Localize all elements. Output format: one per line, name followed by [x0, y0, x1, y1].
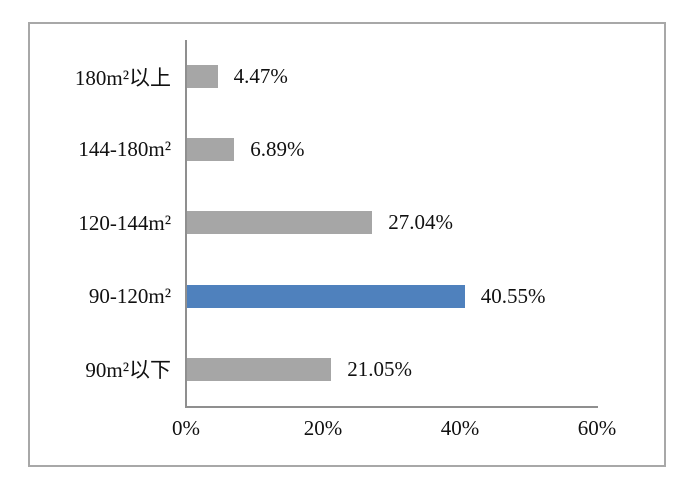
x-tick-label: 60% [577, 416, 617, 440]
bar-row: 40.55% [187, 260, 598, 333]
x-tick-label: 40% [440, 416, 480, 440]
value-label: 21.05% [347, 356, 412, 381]
bar-180m²以上 [187, 65, 218, 89]
x-tick-label: 20% [303, 416, 343, 440]
category-label: 144-180m² [78, 137, 171, 162]
value-label: 6.89% [250, 137, 305, 162]
value-label: 4.47% [233, 64, 288, 89]
bar-90-120m² [187, 284, 465, 308]
value-label: 27.04% [388, 210, 453, 235]
category-label: 90-120m² [88, 283, 171, 308]
category-label: 90m²以下 [85, 358, 171, 383]
plot-area: 4.47% 6.89% 27.04% 40.55% 21.05% [185, 40, 598, 408]
category-axis-labels: 180m²以上 144-180m² 120-144m² 90-120m² 90m²以下 [30, 40, 171, 406]
bar-row: 6.89% [187, 113, 598, 186]
bar-144-180m² [187, 138, 235, 162]
chart-border-frame: 180m²以上 144-180m² 120-144m² 90-120m² 90m²以下 … [28, 22, 666, 467]
bar-row: 21.05% [187, 333, 598, 406]
category-label: 180m²以上 [74, 65, 171, 90]
x-tick-label: 0% [172, 416, 200, 440]
category-label: 120-144m² [78, 210, 171, 235]
bar-90m²以下 [187, 357, 332, 381]
value-label: 40.55% [480, 283, 546, 308]
x-axis-ticks: 0% 20% 40% 60% [172, 416, 616, 446]
bar-row: 4.47% [187, 40, 598, 113]
bar-120-144m² [187, 211, 373, 235]
bar-row: 27.04% [187, 186, 598, 259]
